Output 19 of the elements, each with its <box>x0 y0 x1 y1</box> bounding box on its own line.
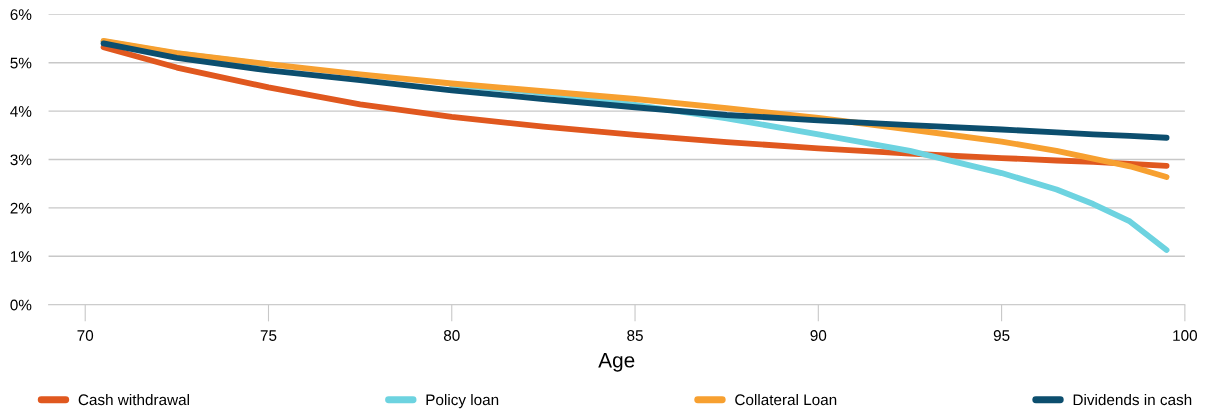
legend-label: Policy loan <box>426 393 499 409</box>
legend-label: Dividends in cash <box>1073 393 1192 406</box>
x-tick-label: 90 <box>810 330 827 341</box>
x-tick-label: 80 <box>443 330 460 341</box>
y-tick-label: 0% <box>10 299 32 311</box>
y-tick-label: 3% <box>10 154 32 166</box>
x-tick-label: 95 <box>993 330 1010 341</box>
legend-label: Collateral Loan <box>735 393 837 406</box>
y-tick-label: 2% <box>10 202 32 214</box>
x-axis-title: Age <box>598 353 635 372</box>
y-tick-label: 4% <box>10 106 32 117</box>
y-tick-label: 6% <box>10 9 32 20</box>
y-tick-label: 5% <box>10 57 32 69</box>
x-tick-label: 70 <box>77 330 94 341</box>
y-tick-label: 1% <box>10 251 32 262</box>
x-tick-label: 100 <box>1173 330 1198 341</box>
x-tick-label: 75 <box>260 330 277 341</box>
x-tick-label: 85 <box>627 330 643 341</box>
legend-label: Cash withdrawal <box>78 393 189 406</box>
